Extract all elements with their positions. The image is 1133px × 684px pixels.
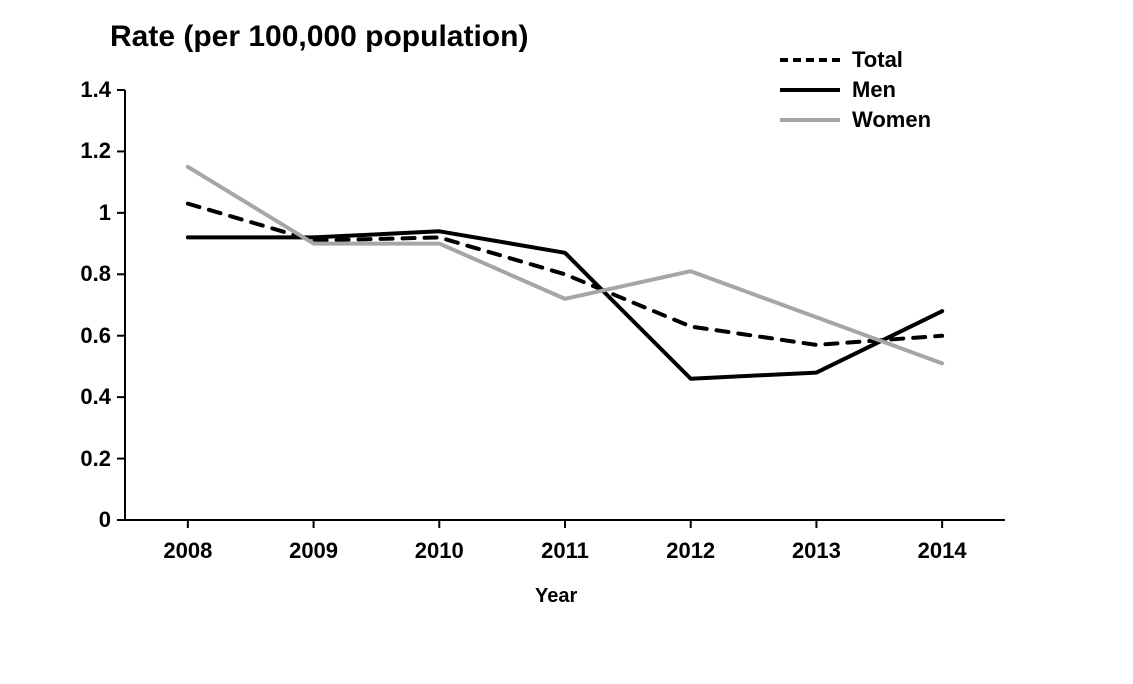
y-tick-label: 1 bbox=[99, 200, 111, 226]
series-line-men bbox=[188, 231, 942, 378]
legend: Total Men Women bbox=[780, 45, 931, 135]
y-tick-label: 1.4 bbox=[80, 77, 111, 103]
y-tick-label: 0.6 bbox=[80, 323, 111, 349]
legend-item-men: Men bbox=[780, 75, 931, 105]
chart-svg bbox=[0, 0, 1133, 684]
legend-label: Women bbox=[852, 107, 931, 133]
legend-label: Total bbox=[852, 47, 903, 73]
x-tick-label: 2013 bbox=[776, 538, 856, 564]
series-line-women bbox=[188, 167, 942, 364]
x-tick-label: 2009 bbox=[274, 538, 354, 564]
x-axis-label: Year bbox=[535, 585, 577, 608]
x-tick-label: 2011 bbox=[525, 538, 605, 564]
x-tick-label: 2008 bbox=[148, 538, 228, 564]
y-tick-label: 0.8 bbox=[80, 261, 111, 287]
line-chart: Rate (per 100,000 population) 00.20.40.6… bbox=[0, 0, 1133, 684]
legend-item-total: Total bbox=[780, 45, 931, 75]
x-tick-label: 2014 bbox=[902, 538, 982, 564]
x-tick-label: 2010 bbox=[399, 538, 479, 564]
y-tick-label: 0 bbox=[99, 507, 111, 533]
legend-swatch bbox=[780, 58, 840, 62]
legend-item-women: Women bbox=[780, 105, 931, 135]
y-tick-label: 0.4 bbox=[80, 384, 111, 410]
legend-swatch bbox=[780, 88, 840, 92]
y-tick-label: 0.2 bbox=[80, 446, 111, 472]
legend-swatch bbox=[780, 118, 840, 122]
legend-label: Men bbox=[852, 77, 896, 103]
x-tick-label: 2012 bbox=[651, 538, 731, 564]
y-tick-label: 1.2 bbox=[80, 138, 111, 164]
